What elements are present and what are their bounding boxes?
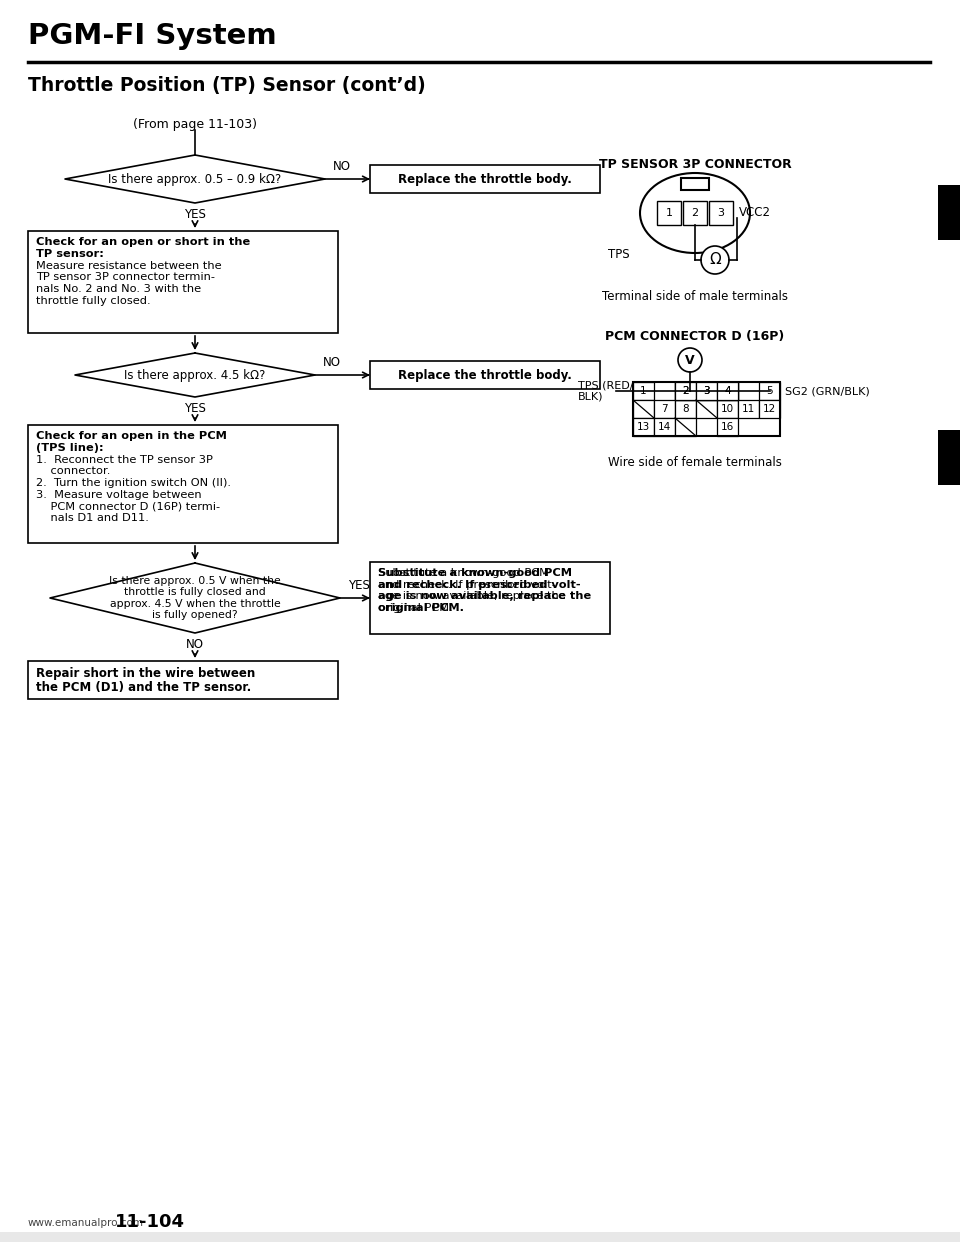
- Bar: [696, 383, 717, 400]
- Text: 11: 11: [742, 404, 756, 414]
- Text: TP SENSOR 3P CONNECTOR: TP SENSOR 3P CONNECTOR: [599, 158, 791, 171]
- Text: 10: 10: [721, 404, 734, 414]
- Bar: [28, 425, 338, 543]
- Text: 11-104: 11-104: [115, 1213, 185, 1231]
- Text: NO: NO: [333, 160, 351, 173]
- Bar: [675, 400, 696, 419]
- Bar: [675, 419, 696, 436]
- Text: YES: YES: [184, 207, 206, 221]
- Text: Is there approx. 0.5 – 0.9 kΩ?: Is there approx. 0.5 – 0.9 kΩ?: [108, 173, 281, 185]
- Text: Substitute a known-good PCM
and recheck. If prescribed volt-
age is now availabl: Substitute a known-good PCM and recheck.…: [378, 568, 565, 612]
- Bar: [654, 419, 675, 436]
- Text: 4: 4: [724, 386, 731, 396]
- Bar: [683, 201, 707, 225]
- Text: 12: 12: [763, 404, 776, 414]
- Bar: [717, 383, 738, 400]
- Bar: [370, 361, 600, 389]
- Text: 2: 2: [683, 386, 689, 396]
- Text: Wire side of female terminals: Wire side of female terminals: [608, 456, 782, 469]
- Bar: [717, 419, 738, 436]
- Text: TPS (RED/
BLK): TPS (RED/ BLK): [578, 380, 634, 402]
- Bar: [738, 400, 759, 419]
- Text: 3: 3: [703, 386, 709, 396]
- Text: Terminal side of male terminals: Terminal side of male terminals: [602, 289, 788, 303]
- Bar: [938, 185, 960, 240]
- Text: 2: 2: [691, 207, 699, 219]
- Bar: [759, 400, 780, 419]
- Text: Measure resistance between the
TP sensor 3P connector termin-
nals No. 2 and No.: Measure resistance between the TP sensor…: [36, 261, 222, 306]
- Bar: [717, 400, 738, 419]
- Text: the PCM (D1) and the TP sensor.: the PCM (D1) and the TP sensor.: [36, 681, 252, 694]
- Text: 7: 7: [661, 404, 668, 414]
- Bar: [759, 383, 780, 400]
- Bar: [28, 661, 338, 699]
- Text: 1: 1: [640, 386, 647, 396]
- Bar: [657, 201, 681, 225]
- Text: 16: 16: [721, 422, 734, 432]
- Text: 8: 8: [683, 404, 689, 414]
- Text: Ω: Ω: [709, 252, 721, 267]
- Bar: [696, 400, 717, 419]
- Text: TPS: TPS: [609, 248, 630, 262]
- Bar: [633, 383, 654, 400]
- Bar: [696, 383, 717, 400]
- Text: 1: 1: [665, 207, 673, 219]
- Text: PCM CONNECTOR D (16P): PCM CONNECTOR D (16P): [606, 330, 784, 343]
- Text: 3: 3: [717, 207, 725, 219]
- Bar: [709, 201, 733, 225]
- Bar: [654, 400, 675, 419]
- Text: Replace the throttle body.: Replace the throttle body.: [398, 173, 572, 185]
- Text: 13: 13: [636, 422, 650, 432]
- Text: 1.  Reconnect the TP sensor 3P
    connector.
2.  Turn the ignition switch ON (I: 1. Reconnect the TP sensor 3P connector.…: [36, 455, 231, 523]
- Text: NO: NO: [186, 638, 204, 651]
- Text: SG2 (GRN/BLK): SG2 (GRN/BLK): [785, 386, 870, 396]
- Bar: [675, 383, 696, 400]
- Text: www.emanualpro.com: www.emanualpro.com: [28, 1218, 144, 1228]
- Text: 2: 2: [683, 386, 689, 396]
- Text: YES: YES: [348, 579, 370, 592]
- Bar: [717, 383, 738, 400]
- Text: (From page 11-103): (From page 11-103): [133, 118, 257, 130]
- Text: Replace the throttle body.: Replace the throttle body.: [398, 369, 572, 381]
- Bar: [370, 165, 600, 193]
- Text: V: V: [685, 354, 695, 366]
- Text: Throttle Position (TP) Sensor (cont’d): Throttle Position (TP) Sensor (cont’d): [28, 76, 425, 94]
- Bar: [633, 383, 780, 436]
- Bar: [633, 419, 654, 436]
- Text: Substitute a known-good PCM
and recheck. If prescribed volt-
age is now availabl: Substitute a known-good PCM and recheck.…: [378, 568, 591, 612]
- Circle shape: [701, 246, 729, 274]
- Bar: [370, 561, 610, 633]
- Bar: [633, 400, 654, 419]
- Bar: [938, 430, 960, 484]
- Bar: [0, 1232, 960, 1242]
- Text: PGM-FI System: PGM-FI System: [28, 22, 276, 50]
- Text: NO: NO: [323, 356, 341, 369]
- Text: Is there approx. 0.5 V when the
throttle is fully closed and
approx. 4.5 V when : Is there approx. 0.5 V when the throttle…: [109, 575, 281, 621]
- Text: Check for an open or short in the
TP sensor:: Check for an open or short in the TP sen…: [36, 237, 251, 258]
- Text: Repair short in the wire between: Repair short in the wire between: [36, 667, 255, 681]
- Text: 14: 14: [658, 422, 671, 432]
- Text: Is there approx. 4.5 kΩ?: Is there approx. 4.5 kΩ?: [124, 369, 266, 381]
- Bar: [675, 383, 738, 400]
- Text: 3: 3: [703, 386, 709, 396]
- Text: 5: 5: [766, 386, 773, 396]
- Bar: [681, 178, 709, 190]
- Text: 4: 4: [724, 386, 731, 396]
- Text: VCC2: VCC2: [739, 206, 771, 220]
- Text: YES: YES: [184, 402, 206, 415]
- Bar: [28, 231, 338, 333]
- Circle shape: [678, 348, 702, 373]
- Text: Check for an open in the PCM
(TPS line):: Check for an open in the PCM (TPS line):: [36, 431, 227, 452]
- Bar: [675, 383, 696, 400]
